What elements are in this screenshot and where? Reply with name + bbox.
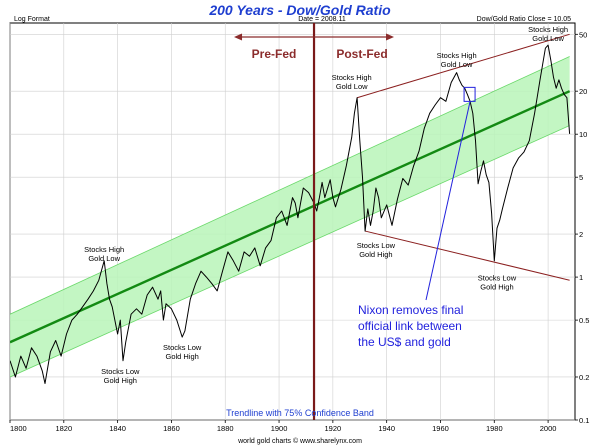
x-tick-label: 1880 xyxy=(217,424,234,433)
header-left: Log Format xyxy=(14,16,50,23)
y-tick-label: 20 xyxy=(579,87,587,96)
y-tick-label: 5 xyxy=(579,173,583,182)
y-tick-label: 1 xyxy=(579,273,583,282)
footer-credit: world gold charts © www.sharelynx.com xyxy=(237,437,362,445)
header-right: Dow/Gold Ratio Close = 10.05 xyxy=(477,16,571,23)
trendline-line xyxy=(10,90,571,344)
annotation-label: Stocks Low Gold High xyxy=(163,343,202,361)
channel-lines xyxy=(356,33,570,281)
x-axis-ticks: 1800 1820 1840 1860 1880 1900 1920 1940 1960 1980… xyxy=(9,420,557,433)
pre-fed-label: Pre-Fed xyxy=(252,47,297,61)
nixon-annotation: Nixon removes final official link between… xyxy=(358,86,476,349)
y-tick-label: 2 xyxy=(579,230,583,239)
y-tick-label: 10 xyxy=(579,130,587,139)
nixon-note: Nixon removes final official link between… xyxy=(358,303,463,349)
x-tick-label: 1860 xyxy=(163,424,180,433)
post-fed-label: Post-Fed xyxy=(336,47,387,61)
x-tick-label: 1940 xyxy=(378,424,395,433)
arrow-right-icon xyxy=(386,33,395,41)
annotation-label: Stocks High Gold Low xyxy=(332,73,372,91)
band-lower xyxy=(10,125,570,378)
y-tick-label: 0.2 xyxy=(579,373,589,382)
x-tick-label: 2000 xyxy=(540,424,557,433)
x-tick-label: 1960 xyxy=(432,424,449,433)
chart-title: 200 Years - Dow/Gold Ratio xyxy=(208,2,391,18)
x-tick-label: 1840 xyxy=(109,424,126,433)
channel-lower-line xyxy=(365,230,570,281)
ratio-series xyxy=(10,44,571,384)
annotations: Stocks High Gold Low Stocks Low Gold High St… xyxy=(84,25,568,385)
x-tick-label: 1920 xyxy=(325,424,342,433)
band-label: Trendline with 75% Confidence Band xyxy=(226,408,374,418)
x-tick-label: 1900 xyxy=(271,424,288,433)
channel-upper-line xyxy=(356,33,570,99)
annotation-label: Stocks High Gold Low xyxy=(528,25,568,43)
y-tick-label: 50 xyxy=(579,30,587,39)
annotation-label: Stocks Low Gold High xyxy=(101,367,140,385)
fed-marker: Pre-Fed Post-Fed xyxy=(234,23,395,420)
header-center: Date = 2008.11 xyxy=(298,16,346,23)
y-tick-label: 0.1 xyxy=(579,416,589,425)
annotation-label: Stocks High Gold Low xyxy=(84,245,124,263)
trendline xyxy=(10,90,571,344)
arrow-left-icon xyxy=(234,33,243,41)
x-tick-label: 1980 xyxy=(486,424,503,433)
annotation-label: Stocks Low Gold High xyxy=(478,273,517,291)
annotation-label: Stocks High Gold Low xyxy=(437,51,477,69)
annotation-label: Stocks Low Gold High xyxy=(357,241,396,259)
x-tick-label: 1820 xyxy=(55,424,72,433)
y-tick-label: 0.5 xyxy=(579,316,589,325)
x-tick-label: 1800 xyxy=(10,424,27,433)
series-line xyxy=(10,44,571,384)
nixon-pointer-line xyxy=(425,101,471,301)
y-axis-ticks: 0.1 0.2 0.5 1 2 5 10 20 50 xyxy=(575,30,589,425)
band-upper xyxy=(10,56,570,315)
